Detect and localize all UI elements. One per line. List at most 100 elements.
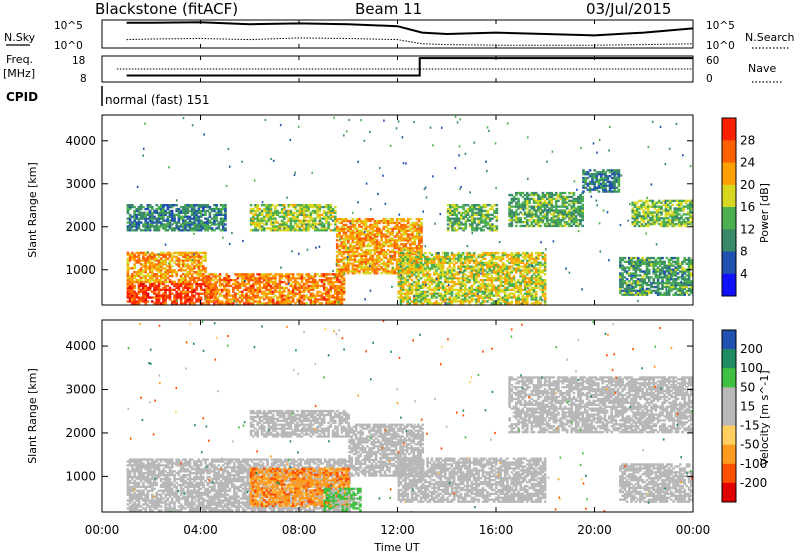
heatmap-cell	[217, 211, 221, 215]
heatmap-cell	[512, 215, 516, 218]
heatmap-cell	[389, 241, 392, 244]
heatmap-cell	[224, 227, 227, 230]
heatmap-cell	[532, 209, 536, 212]
heatmap-cell	[173, 271, 176, 274]
heatmap-cell	[398, 225, 401, 229]
heatmap-cell	[159, 278, 163, 282]
heatmap-cell	[280, 298, 284, 301]
heatmap-cell	[452, 280, 456, 284]
heatmap-cell	[550, 199, 554, 203]
heatmap-cell	[205, 290, 209, 293]
heatmap-cell	[437, 265, 441, 268]
heatmap-cell	[267, 217, 271, 220]
heatmap-cell	[510, 300, 514, 303]
heatmap-cell	[448, 255, 452, 259]
heatmap-cell	[411, 243, 414, 246]
heatmap-cell	[512, 211, 516, 214]
heatmap-cell	[269, 204, 273, 207]
heatmap-cell	[406, 269, 410, 272]
heatmap-cell	[537, 273, 540, 276]
heatmap-cell	[287, 229, 291, 232]
heatmap-cell	[406, 233, 410, 236]
heatmap-cell	[344, 218, 348, 221]
heatmap-cell	[309, 275, 313, 278]
heatmap-cell	[195, 284, 198, 288]
heatmap-cell	[435, 300, 438, 303]
heatmap-cell	[455, 292, 458, 295]
heatmap-cell	[254, 211, 257, 215]
heatmap-cell	[477, 207, 481, 211]
heatmap-cell	[349, 235, 352, 238]
heatmap-cell	[452, 253, 456, 257]
heatmap-cell	[263, 277, 266, 280]
heatmap-cell	[389, 233, 392, 236]
heatmap-cell	[307, 209, 311, 213]
heatmap-cell	[515, 193, 518, 197]
heatmap-cell	[173, 288, 176, 292]
heatmap-cell	[144, 290, 148, 293]
heatmap-cell	[406, 294, 410, 297]
heatmap-cell	[148, 267, 152, 270]
heatmap-cell	[325, 211, 328, 215]
heatmap-cell	[164, 280, 167, 284]
heatmap-cell	[269, 273, 273, 276]
heatmap-cell	[210, 221, 214, 224]
heatmap-cell	[380, 245, 383, 248]
heatmap-cell	[249, 298, 253, 301]
heatmap-cell	[528, 211, 531, 214]
heatmap-cell	[400, 237, 403, 240]
heatmap-cell	[415, 218, 419, 221]
heatmap-cell	[208, 207, 212, 211]
heatmap-cell	[559, 197, 562, 201]
heatmap-cell	[146, 267, 150, 270]
heatmap-cell	[491, 225, 494, 228]
heatmap-cell	[521, 298, 525, 301]
heatmap-cell	[382, 221, 386, 225]
heatmap-cell	[307, 221, 311, 224]
heatmap-cell	[331, 280, 335, 284]
heatmap-cell	[182, 209, 185, 213]
heatmap-cell	[225, 284, 229, 288]
heatmap-cell	[395, 225, 399, 229]
heatmap-cell	[471, 217, 474, 220]
heatmap-cell	[402, 270, 406, 273]
heatmap-cell	[254, 277, 257, 280]
heatmap-cell	[539, 296, 542, 299]
heatmap-cell	[218, 273, 222, 276]
heatmap-cell	[424, 269, 427, 272]
heatmap-cell	[355, 248, 359, 252]
heatmap-cell	[153, 286, 156, 290]
heatmap-cell	[298, 290, 302, 293]
heatmap-cell	[144, 219, 148, 222]
heatmap-cell	[263, 275, 266, 278]
heatmap-cell	[302, 282, 306, 286]
heatmap-cell	[159, 276, 163, 280]
heatmap-cell	[327, 282, 330, 286]
heatmap-cell	[135, 296, 139, 299]
heatmap-cell	[517, 251, 520, 255]
heatmap-cell	[424, 279, 427, 282]
heatmap-cell	[508, 302, 511, 305]
heatmap-cell	[437, 259, 441, 262]
heatmap-cell	[142, 269, 145, 272]
heatmap-cell	[351, 235, 355, 238]
heatmap-cell	[450, 269, 454, 272]
heatmap-cell	[490, 251, 494, 255]
heatmap-cell	[462, 217, 465, 220]
heatmap-cell	[245, 273, 248, 276]
heatmap-cell	[508, 211, 511, 214]
heatmap-cell	[186, 253, 190, 256]
heatmap-cell	[267, 275, 271, 278]
heatmap-cell	[193, 227, 196, 230]
heatmap-cell	[439, 302, 443, 305]
heatmap-cell	[271, 229, 275, 232]
heatmap-cell	[291, 280, 295, 284]
heatmap-cell	[153, 257, 156, 260]
heatmap-cell	[126, 207, 130, 211]
heatmap-cell	[254, 221, 257, 224]
heatmap-cell	[528, 199, 531, 203]
heatmap-cell	[322, 227, 326, 230]
heatmap-cell	[243, 284, 246, 288]
heatmap-cell	[501, 251, 505, 255]
heatmap-cell	[395, 231, 399, 234]
